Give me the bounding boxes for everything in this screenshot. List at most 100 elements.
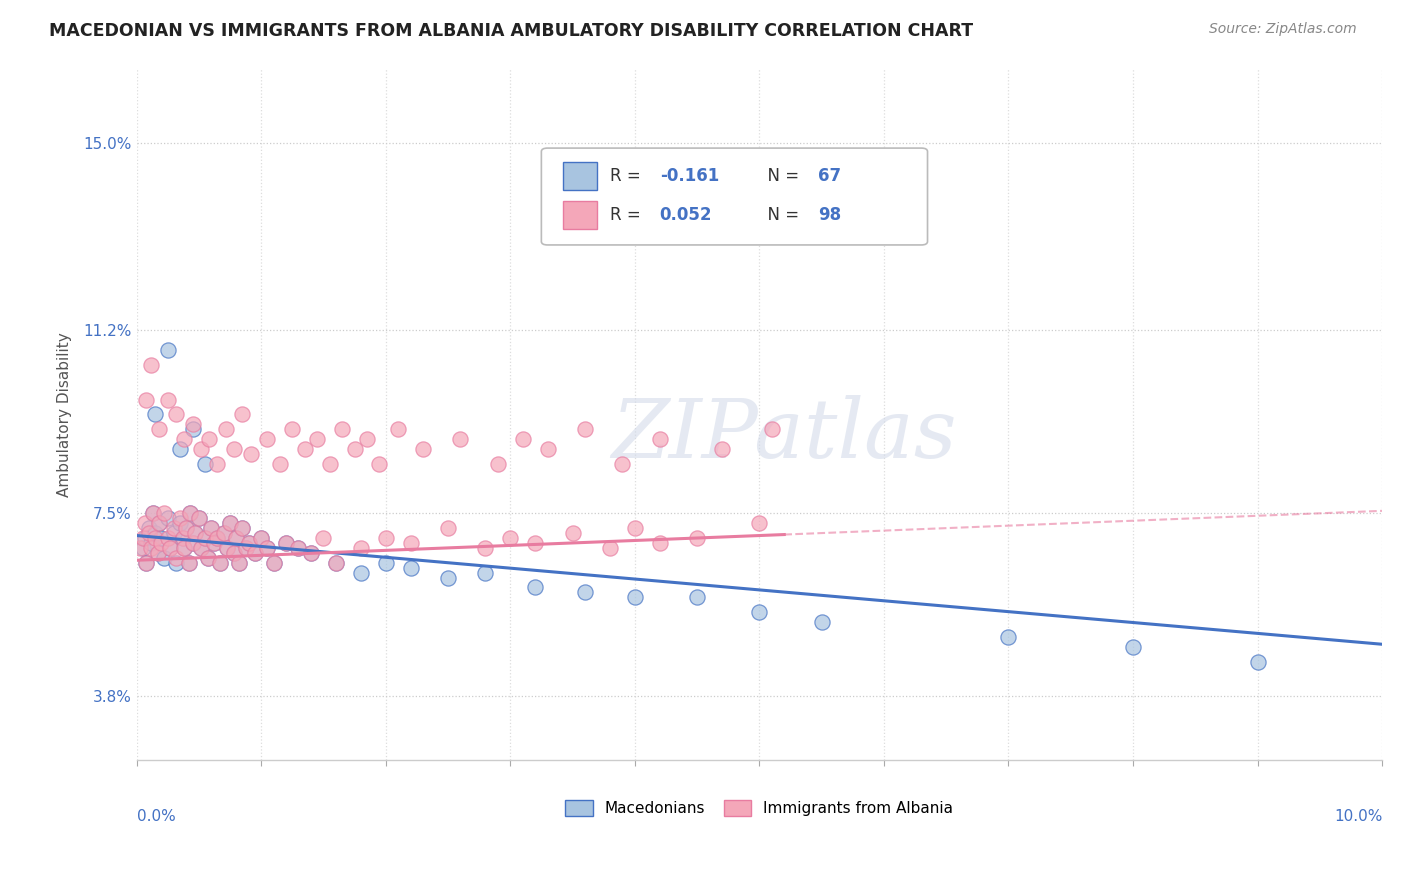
Point [165,550,187,565]
Point [287,541,309,555]
Point [153,550,176,565]
Point [165,408,187,422]
Point [176,521,198,535]
Point [307,432,329,446]
Point [524,581,547,595]
Point [142,506,165,520]
Point [228,556,250,570]
Point [399,560,422,574]
Point [217,541,239,555]
Point [135,556,157,570]
Point [256,541,278,555]
Point [997,630,1019,644]
Point [143,526,166,541]
Point [437,521,460,535]
Point [486,457,509,471]
Point [574,422,596,436]
Point [574,585,596,599]
Point [165,556,187,570]
Text: 0.0%: 0.0% [136,809,176,824]
Point [374,556,396,570]
Point [200,521,222,535]
Point [134,531,156,545]
Point [599,541,621,555]
Point [187,511,209,525]
Point [135,392,157,407]
Text: 98: 98 [818,206,841,224]
Point [148,516,170,531]
Point [215,422,238,436]
Point [761,422,783,436]
Point [612,457,634,471]
Text: N =: N = [756,206,804,224]
Point [368,457,391,471]
Point [177,556,200,570]
Point [194,457,217,471]
Point [287,541,309,555]
Point [240,447,263,461]
Text: 10.0%: 10.0% [1334,809,1382,824]
Point [711,442,734,456]
Point [184,526,207,541]
Point [648,536,671,550]
Point [163,521,186,535]
Point [169,442,191,456]
Point [274,536,297,550]
Point [356,432,378,446]
Point [623,591,645,605]
Point [187,511,209,525]
Point [159,541,181,555]
Point [148,422,170,436]
Point [141,541,163,555]
Point [169,511,191,525]
Point [190,442,212,456]
Point [810,615,832,629]
Point [474,566,496,580]
Point [132,531,155,545]
Text: ZIPatlas: ZIPatlas [612,395,957,475]
Point [263,556,285,570]
Point [387,422,409,436]
Point [153,506,176,520]
Point [225,531,247,545]
FancyBboxPatch shape [562,202,598,229]
Point [146,546,169,560]
Point [141,536,163,550]
Point [173,541,195,555]
Text: 67: 67 [818,167,841,185]
Legend: Macedonians, Immigrants from Albania: Macedonians, Immigrants from Albania [560,794,960,822]
Point [156,343,179,358]
Point [150,536,173,550]
Point [222,442,245,456]
Point [399,536,422,550]
Point [648,432,671,446]
Point [197,432,219,446]
Point [243,546,266,560]
Point [231,408,253,422]
Point [330,422,353,436]
Point [150,531,173,545]
Point [325,556,347,570]
Point [148,516,170,531]
Point [141,358,163,372]
Text: Source: ZipAtlas.com: Source: ZipAtlas.com [1209,22,1357,37]
Point [176,521,198,535]
Point [686,531,709,545]
Point [437,570,460,584]
Point [207,531,229,545]
Point [194,531,217,545]
Point [217,541,239,555]
Point [132,541,155,555]
Point [1122,640,1144,654]
Point [561,526,583,541]
Text: R =: R = [610,206,645,224]
Point [225,531,247,545]
Point [474,541,496,555]
Point [177,556,200,570]
Point [343,442,366,456]
Point [143,408,166,422]
Point [138,526,160,541]
Point [181,536,204,550]
Point [134,516,156,531]
Point [238,536,260,550]
